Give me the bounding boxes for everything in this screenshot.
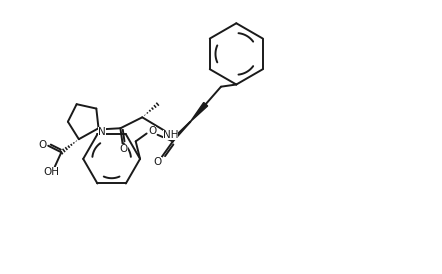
Text: NH: NH (163, 130, 179, 140)
Text: OH: OH (43, 167, 59, 177)
Polygon shape (191, 102, 208, 122)
Text: O: O (153, 157, 162, 167)
Text: O: O (120, 144, 128, 154)
Text: N: N (98, 127, 106, 137)
Text: O: O (148, 126, 156, 136)
Text: O: O (38, 140, 47, 150)
